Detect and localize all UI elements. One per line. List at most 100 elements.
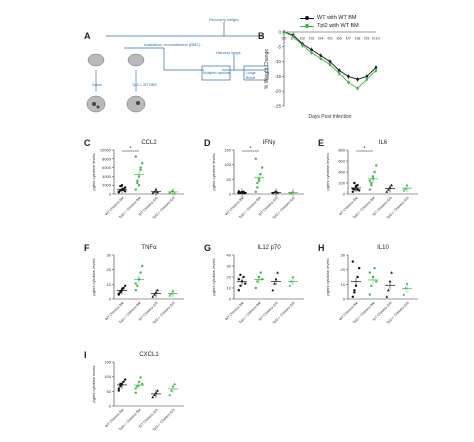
- data-point: [356, 275, 359, 279]
- data-point: [124, 186, 127, 189]
- y-tick-label: 150: [104, 360, 111, 365]
- data-point: [368, 293, 371, 296]
- data-point: [139, 271, 142, 274]
- y-tick-label: 200: [338, 181, 345, 186]
- data-point: [370, 184, 373, 187]
- data-point: [404, 187, 407, 190]
- data-point: [271, 191, 275, 195]
- series-wt-point: [365, 75, 369, 78]
- data-point: [151, 295, 155, 298]
- y-axis-label: pg/ml cytokine levels: [91, 366, 96, 403]
- series-tpl2-point: [356, 86, 359, 90]
- cytokine-chart-c: CCL2 10000 8000 6000 4000 2000 0 pg/ml cytokine…: [91, 140, 184, 220]
- x-tick-label: D3: [309, 36, 315, 41]
- y-tick-label: 0: [229, 297, 232, 302]
- data-point: [139, 168, 142, 171]
- data-point: [288, 284, 292, 287]
- y-tick-label: 50: [107, 389, 112, 394]
- data-point: [156, 190, 159, 194]
- data-point: [117, 191, 120, 194]
- data-point: [387, 288, 390, 292]
- data-point: [239, 284, 242, 287]
- data-point: [117, 389, 120, 392]
- y-axis-label: pg/ml cytokine levels: [91, 154, 96, 191]
- series-tpl2-point: [347, 81, 350, 84]
- data-point: [156, 288, 159, 292]
- data-point: [370, 284, 373, 287]
- series-tpl2-point: [301, 44, 304, 47]
- y-tick-label: 2000: [102, 183, 112, 188]
- data-point: [237, 278, 240, 281]
- data-point: [254, 190, 257, 193]
- significance-star: *: [250, 146, 252, 152]
- data-point: [354, 284, 358, 287]
- data-point: [271, 288, 275, 292]
- y-axis-label: pg/ml cytokine levels: [91, 259, 96, 296]
- x-tick-label: D1: [291, 36, 297, 41]
- legend-entry: WT with WT BM: [317, 15, 357, 21]
- series-wt-point: [328, 60, 332, 63]
- y-axis-label: % Weight Change: [264, 49, 270, 89]
- y-tick-label: 400: [338, 170, 345, 175]
- data-point: [291, 275, 295, 278]
- series-tpl2-point: [310, 51, 313, 55]
- y-tick-label: 600: [338, 159, 345, 164]
- data-point: [353, 291, 356, 294]
- y-tick-label: 800: [338, 148, 345, 153]
- data-point: [373, 170, 376, 174]
- panel-label-g: G: [204, 243, 212, 253]
- data-point: [120, 184, 124, 187]
- data-point: [242, 275, 245, 279]
- series-tpl2-point: [319, 57, 323, 60]
- data-point: [137, 184, 141, 187]
- data-point: [385, 295, 389, 298]
- chart-title: TNFα: [141, 245, 157, 251]
- y-axis-label: pg/ml cytokine levels: [325, 259, 330, 296]
- data-point: [173, 382, 176, 385]
- series-wt-point: [319, 54, 323, 57]
- data-point: [173, 191, 176, 195]
- schematic-label: Tpl2-/- WT BMC: [132, 83, 158, 87]
- data-point: [153, 293, 156, 296]
- chart-title: IL12 p70: [257, 245, 281, 251]
- schematic-label: Multiplex cytokine: [203, 71, 231, 75]
- y-tick-label: 0: [229, 192, 232, 197]
- data-point: [368, 188, 371, 191]
- data-point: [259, 271, 262, 274]
- data-point: [141, 264, 144, 268]
- data-point: [124, 284, 127, 287]
- data-point: [119, 385, 122, 388]
- data-point: [351, 295, 354, 298]
- y-tick-label: 0: [278, 30, 281, 35]
- data-point: [136, 385, 139, 388]
- y-tick-label: 150: [224, 148, 231, 153]
- data-point: [358, 267, 361, 270]
- chart-title: IFNγ: [263, 140, 276, 146]
- y-tick-label: 20: [341, 267, 346, 272]
- data-point: [136, 179, 139, 182]
- y-tick-label: -5: [277, 44, 281, 49]
- data-point: [385, 190, 389, 193]
- schematic-diagram: Irradiation, reconstitution (BMC) Recove…: [86, 17, 269, 113]
- data-point: [254, 157, 257, 160]
- data-point: [368, 179, 371, 182]
- data-point: [353, 181, 356, 185]
- series-wt-point: [337, 69, 341, 72]
- data-point: [134, 155, 137, 158]
- series-tpl2-point: [328, 63, 332, 66]
- data-point: [368, 271, 371, 274]
- schematic-label: Irradiation, reconstitution (BMC): [144, 42, 201, 47]
- panel-label-i: I: [84, 350, 87, 360]
- y-tick-label: 100: [104, 374, 111, 379]
- data-point: [139, 376, 142, 379]
- y-tick-label: 8000: [102, 156, 112, 161]
- y-tick-label: 0: [343, 297, 346, 302]
- x-tick-label: D7: [346, 36, 352, 41]
- y-tick-label: 10: [341, 282, 346, 287]
- y-tick-label: 10000: [100, 148, 112, 153]
- y-axis-label: pg/ml cytokine levels: [325, 154, 330, 191]
- chart-title: IL10: [377, 245, 389, 251]
